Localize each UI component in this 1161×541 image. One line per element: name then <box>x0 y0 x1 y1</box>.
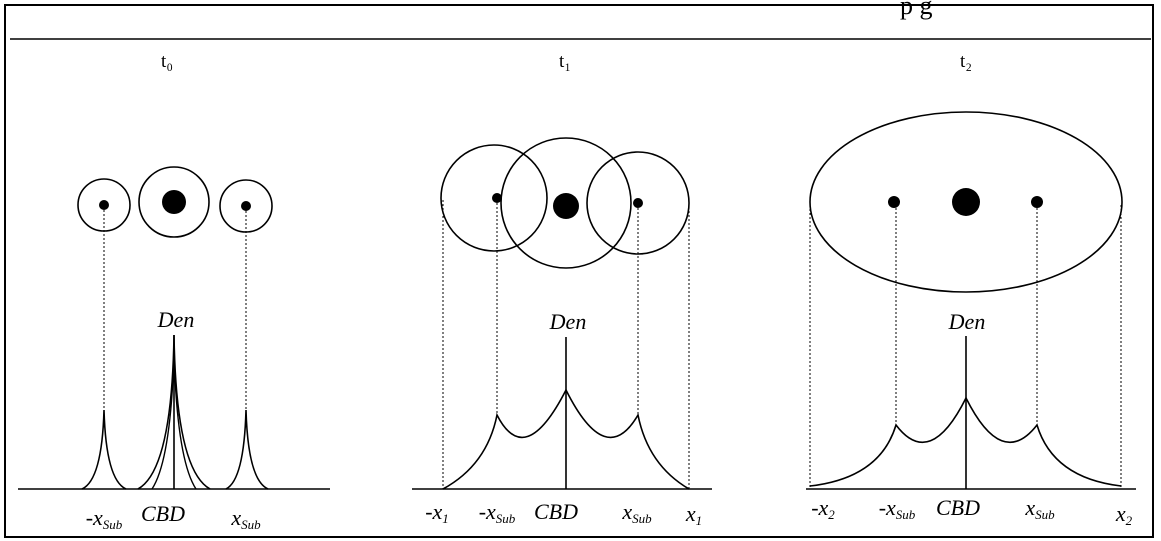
axis-label-cbd: CBD <box>534 499 578 524</box>
suburb-left-dot <box>99 200 109 210</box>
density-curve-left-suburb <box>81 409 127 490</box>
time-label-t1: t₁ <box>559 51 571 72</box>
density-label: Den <box>157 307 195 332</box>
axis-label-xsub: xSub <box>621 499 652 526</box>
cbd-circle <box>138 166 210 238</box>
time-label-t2: t₂ <box>960 51 972 72</box>
density-label: Den <box>549 309 587 334</box>
panel-t0: t₀ Den -xSub CBD xSub <box>18 51 330 532</box>
axis-label-neg-xsub: -xSub <box>86 505 123 532</box>
suburb-right-dot <box>241 201 251 211</box>
cbd-circle <box>500 137 632 269</box>
cbd-dot <box>553 193 579 219</box>
axis-label-cbd: CBD <box>141 501 185 526</box>
axis-label-xsub: xSub <box>1024 495 1055 522</box>
cbd-dot <box>952 188 980 216</box>
axis-label-x1: x1 <box>685 501 702 528</box>
panel-t2: t₂ Den -x2 -xSub CBD xSub x2 <box>806 51 1136 528</box>
suburb-right-dot <box>633 198 643 208</box>
suburb-left-dot <box>492 193 502 203</box>
suburb-right-dot <box>1031 196 1043 208</box>
time-label-t0: t₀ <box>161 51 173 72</box>
figure-frame <box>4 4 1154 538</box>
suburb-left-circle <box>440 144 548 252</box>
cbd-dot <box>162 190 186 214</box>
axis-label-neg-xsub: -xSub <box>479 499 516 526</box>
axis-label-xsub: xSub <box>230 505 261 532</box>
metro-ellipse <box>809 111 1123 293</box>
axis-label-neg-xsub: -xSub <box>879 495 916 522</box>
suburb-left-dot <box>888 196 900 208</box>
axis-label-neg-x2: -x2 <box>811 495 835 522</box>
density-label: Den <box>948 309 986 334</box>
cropped-title: p g <box>900 0 933 20</box>
axis-label-x2: x2 <box>1115 501 1133 528</box>
axis-label-neg-x1: -x1 <box>425 499 449 526</box>
axis-label-cbd: CBD <box>936 495 980 520</box>
density-curve-right-suburb <box>225 409 269 490</box>
panel-t1: t₁ Den -x1 -xSub CBD xSub x1 <box>412 51 712 528</box>
